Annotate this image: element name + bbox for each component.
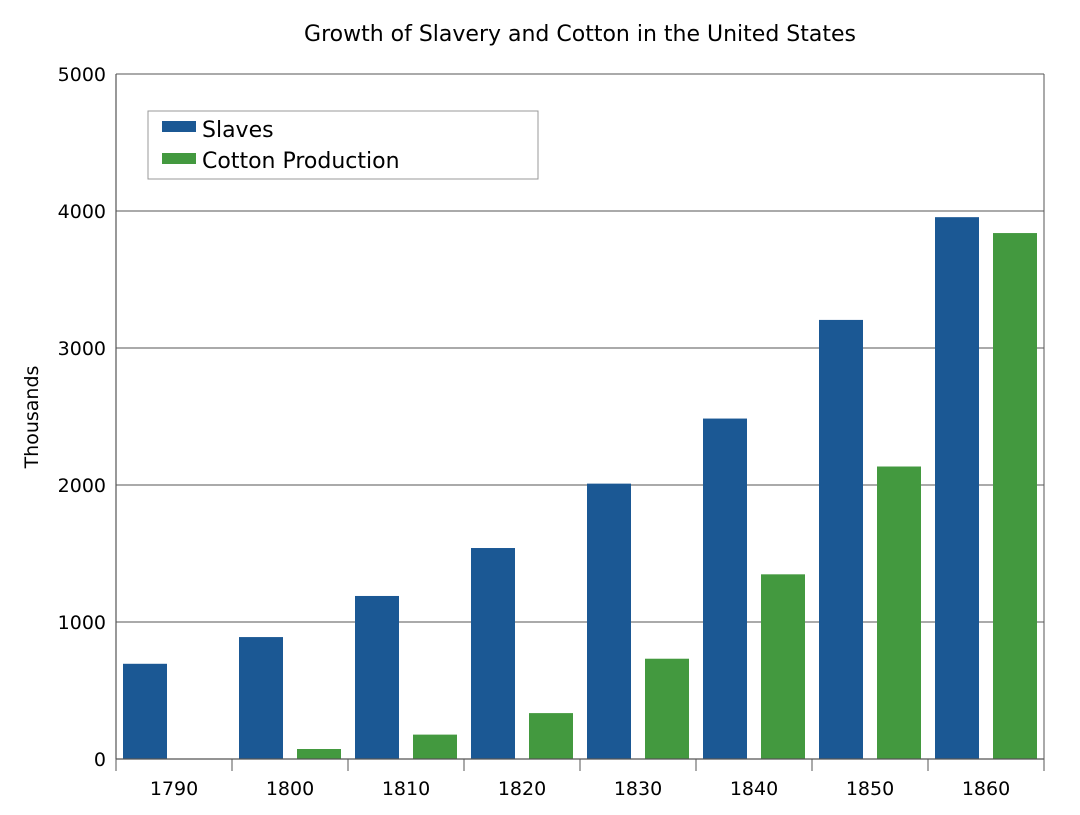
legend-swatch-slaves: [162, 121, 196, 132]
x-tick-label-1810: 1810: [382, 778, 430, 800]
axes: 0 1000 2000 3000 4000 5000 1790 1800 1810 1820 183…: [58, 64, 1045, 800]
y-tick-label-2000: 2000: [58, 475, 106, 497]
y-tick-label-5000: 5000: [58, 64, 106, 86]
bar-cotton-production-1850: [877, 466, 921, 759]
bar-cotton-production-1840: [761, 574, 805, 759]
bar-slaves-1790: [123, 663, 167, 759]
x-tick-label-1860: 1860: [962, 778, 1010, 800]
bars: [123, 217, 1037, 760]
y-tick-label-3000: 3000: [58, 338, 106, 360]
legend-label-slaves: Slaves: [202, 118, 274, 143]
bar-cotton-production-1810: [413, 734, 457, 759]
y-axis-label: Thousands: [21, 366, 43, 470]
legend-label-cotton-production: Cotton Production: [202, 149, 400, 174]
bar-cotton-production-1860: [993, 233, 1037, 759]
legend-box: [147, 110, 539, 180]
legend: Slaves Cotton Production: [147, 110, 539, 180]
bar-slaves-1810: [355, 595, 399, 759]
y-tick-label-1000: 1000: [58, 612, 106, 634]
bar-slaves-1850: [819, 319, 863, 759]
bar-slaves-1820: [471, 548, 515, 759]
chart-title: Growth of Slavery and Cotton in the Unit…: [304, 22, 856, 47]
x-tick-label-1830: 1830: [614, 778, 662, 800]
bar-cotton-production-1800: [297, 748, 341, 759]
bar-cotton-production-1830: [645, 658, 689, 759]
y-tick-label-4000: 4000: [58, 201, 106, 223]
x-tick-label-1820: 1820: [498, 778, 546, 800]
bar-cotton-production-1820: [529, 713, 573, 759]
x-tick-label-1840: 1840: [730, 778, 778, 800]
y-tick-label-0: 0: [94, 749, 106, 771]
bar-slaves-1830: [587, 483, 631, 759]
x-tick-label-1800: 1800: [266, 778, 314, 800]
x-tick-label-1850: 1850: [846, 778, 894, 800]
bar-slaves-1840: [703, 418, 747, 759]
legend-swatch-cotton-production: [162, 153, 196, 164]
bar-slaves-1860: [935, 217, 979, 760]
x-tick-label-1790: 1790: [150, 778, 198, 800]
bar-slaves-1800: [239, 637, 283, 759]
